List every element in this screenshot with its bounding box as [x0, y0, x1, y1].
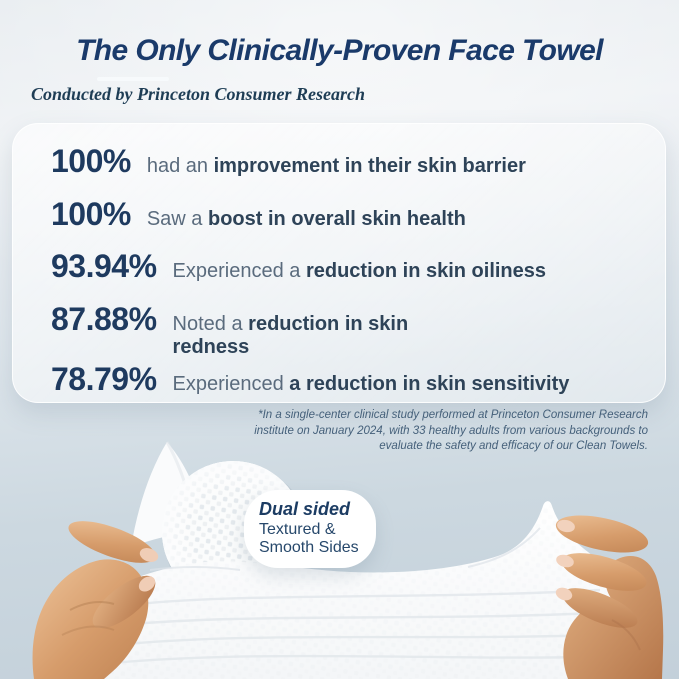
callout-line: Smooth Sides	[259, 539, 359, 557]
subtitle: Conducted by Princeton Consumer Research	[31, 84, 366, 104]
stat-value: 78.79%	[51, 361, 157, 398]
stat-value: 100%	[51, 143, 131, 179]
stat-value: 100%	[51, 195, 131, 232]
page-title: The Only Clinically-Proven Face Towel	[76, 34, 603, 67]
stat-description: had an improvement in their skin barrier	[146, 155, 526, 177]
study-disclaimer: *In a single-center clinical study perfo…	[188, 408, 648, 455]
stat-row-skin-sensitivity: 78.79% Experienced a reduction in skin s…	[51, 362, 637, 397]
stat-row-skin-redness: 87.88% Noted a reduction in skin redness	[51, 302, 637, 359]
stat-row-skin-oiliness: 93.94% Experienced a reduction in skin o…	[51, 249, 637, 284]
stat-value: 87.88%	[51, 300, 157, 337]
stat-description: Experienced a reduction in skin oiliness	[172, 260, 547, 283]
stat-row-skin-health: 100% Saw a boost in overall skin health	[51, 195, 637, 232]
callout-line: Textured &	[259, 520, 336, 538]
stats-card: 100% had an improvement in their skin ba…	[12, 123, 666, 403]
left-hand	[32, 521, 159, 679]
callout-title: Dual sided	[259, 499, 351, 519]
disclaimer-line: institute on January 2024, with 33 healt…	[254, 424, 648, 437]
disclaimer-line: evaluate the safety and efficacy of our …	[379, 440, 648, 453]
disclaimer-line: *In a single-center clinical study perfo…	[258, 409, 648, 421]
right-hand	[555, 515, 664, 679]
stat-value: 93.94%	[51, 248, 157, 285]
stat-description: Experienced a reduction in skin sensitiv…	[172, 373, 570, 396]
stat-row-skin-barrier: 100% had an improvement in their skin ba…	[51, 144, 637, 179]
stat-description: Noted a reduction in skin redness	[172, 312, 409, 358]
stat-description: Saw a boost in overall skin health	[146, 207, 466, 230]
dual-sided-callout: Dual sided Textured & Smooth Sides	[244, 490, 376, 569]
towel-stretch-photo: Dual sided Textured & Smooth Sides	[0, 420, 679, 679]
title-underline-accent	[97, 77, 169, 81]
